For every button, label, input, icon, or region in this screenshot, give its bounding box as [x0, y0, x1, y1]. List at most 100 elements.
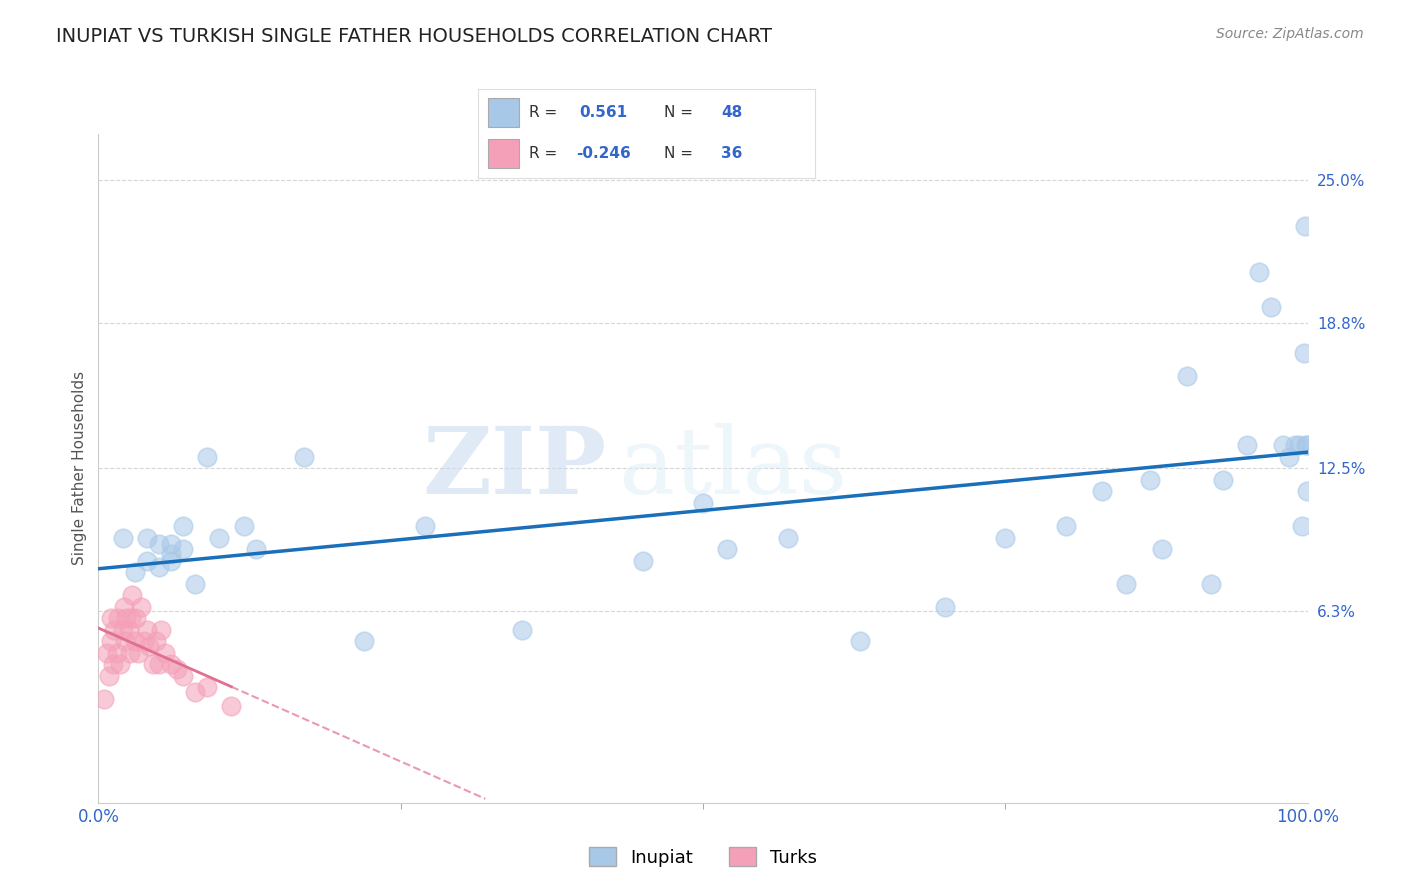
Point	[172, 542, 194, 557]
Point	[353, 634, 375, 648]
Point	[135, 553, 157, 567]
Point	[208, 531, 231, 545]
Point	[245, 542, 267, 557]
Y-axis label: Single Father Households: Single Father Households	[72, 371, 87, 566]
Point	[184, 576, 207, 591]
Point	[413, 519, 436, 533]
Point	[120, 611, 142, 625]
Point	[1272, 438, 1295, 452]
Point	[631, 553, 654, 567]
Legend: Inupiat, Turks: Inupiat, Turks	[581, 840, 825, 874]
Point	[160, 547, 183, 561]
Point	[135, 623, 157, 637]
Point	[118, 623, 141, 637]
Text: R =: R =	[529, 105, 562, 120]
Point	[100, 634, 122, 648]
Point	[1278, 450, 1301, 464]
Point	[849, 634, 872, 648]
Point	[172, 519, 194, 533]
Point	[115, 611, 138, 625]
Point	[153, 646, 176, 660]
Point	[716, 542, 738, 557]
Point	[195, 681, 218, 695]
Point	[160, 553, 183, 567]
Point	[121, 588, 143, 602]
Point	[98, 669, 121, 683]
Point	[101, 657, 124, 672]
Text: N =: N =	[664, 105, 697, 120]
Bar	[488, 98, 519, 127]
Point	[1295, 438, 1317, 452]
Point	[1199, 576, 1222, 591]
Point	[1294, 219, 1316, 233]
Point	[112, 599, 135, 614]
Point	[232, 519, 254, 533]
Point	[138, 639, 160, 653]
Point	[111, 531, 134, 545]
Point	[111, 623, 134, 637]
Point	[129, 599, 152, 614]
Point	[135, 531, 157, 545]
Point	[184, 685, 207, 699]
Point	[1139, 473, 1161, 487]
Point	[1288, 438, 1310, 452]
Point	[118, 646, 141, 660]
Text: 36: 36	[721, 146, 742, 161]
Point	[107, 611, 129, 625]
Point	[195, 450, 218, 464]
Point	[1291, 519, 1313, 533]
Text: Source: ZipAtlas.com: Source: ZipAtlas.com	[1216, 27, 1364, 41]
Point	[114, 634, 136, 648]
Point	[1249, 265, 1271, 279]
Point	[100, 611, 122, 625]
Point	[1284, 438, 1306, 452]
Point	[221, 698, 243, 713]
Point	[172, 669, 194, 683]
Point	[103, 623, 125, 637]
Text: -0.246: -0.246	[576, 146, 631, 161]
Point	[1296, 484, 1319, 499]
Text: R =: R =	[529, 146, 562, 161]
Point	[160, 657, 183, 672]
Point	[142, 657, 165, 672]
Point	[1175, 369, 1198, 384]
Point	[124, 565, 146, 579]
Point	[994, 531, 1017, 545]
Point	[1152, 542, 1174, 557]
Text: ZIP: ZIP	[422, 424, 606, 513]
Point	[150, 623, 173, 637]
Point	[148, 537, 170, 551]
Point	[1115, 576, 1137, 591]
Point	[776, 531, 799, 545]
Point	[127, 646, 149, 660]
Point	[1292, 346, 1315, 360]
Point	[1054, 519, 1077, 533]
Point	[1295, 438, 1317, 452]
Text: atlas: atlas	[619, 424, 848, 513]
Point	[292, 450, 315, 464]
Text: 0.561: 0.561	[579, 105, 627, 120]
Point	[166, 662, 188, 676]
Text: 48: 48	[721, 105, 742, 120]
Point	[96, 646, 118, 660]
Point	[1091, 484, 1114, 499]
Text: INUPIAT VS TURKISH SINGLE FATHER HOUSEHOLDS CORRELATION CHART: INUPIAT VS TURKISH SINGLE FATHER HOUSEHO…	[56, 27, 772, 45]
Point	[934, 599, 956, 614]
Bar	[488, 139, 519, 168]
Point	[93, 692, 115, 706]
Point	[108, 657, 131, 672]
Point	[124, 634, 146, 648]
Point	[148, 560, 170, 574]
Point	[1212, 473, 1234, 487]
Point	[145, 634, 167, 648]
Point	[1236, 438, 1258, 452]
Point	[160, 537, 183, 551]
Point	[148, 657, 170, 672]
Point	[134, 634, 156, 648]
Point	[125, 611, 148, 625]
Text: N =: N =	[664, 146, 697, 161]
Point	[1260, 300, 1282, 314]
Point	[692, 496, 714, 510]
Point	[510, 623, 533, 637]
Point	[105, 646, 128, 660]
